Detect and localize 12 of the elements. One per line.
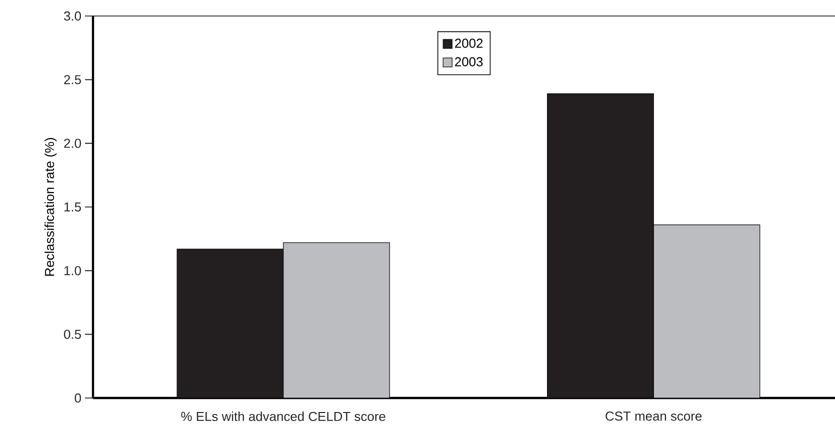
y-tick-label: 0.5	[64, 330, 81, 339]
y-tick-label: 2.5	[64, 75, 81, 84]
y-tick-label: 1.5	[64, 202, 81, 212]
x-tick-label: CST mean score	[606, 412, 702, 421]
x-tick-label: % ELs with advanced CELDT score	[181, 412, 386, 422]
y-tick-label: 2.0	[64, 138, 81, 148]
legend-label: 2002	[455, 38, 483, 48]
legend-label: 2003	[455, 57, 483, 66]
y-tick-label: 0	[74, 393, 81, 403]
y-tick-label: 3.0	[64, 11, 81, 21]
y-tick-label: 1.0	[64, 266, 81, 276]
y-axis-title: Reclassification rate (%)	[44, 138, 57, 276]
